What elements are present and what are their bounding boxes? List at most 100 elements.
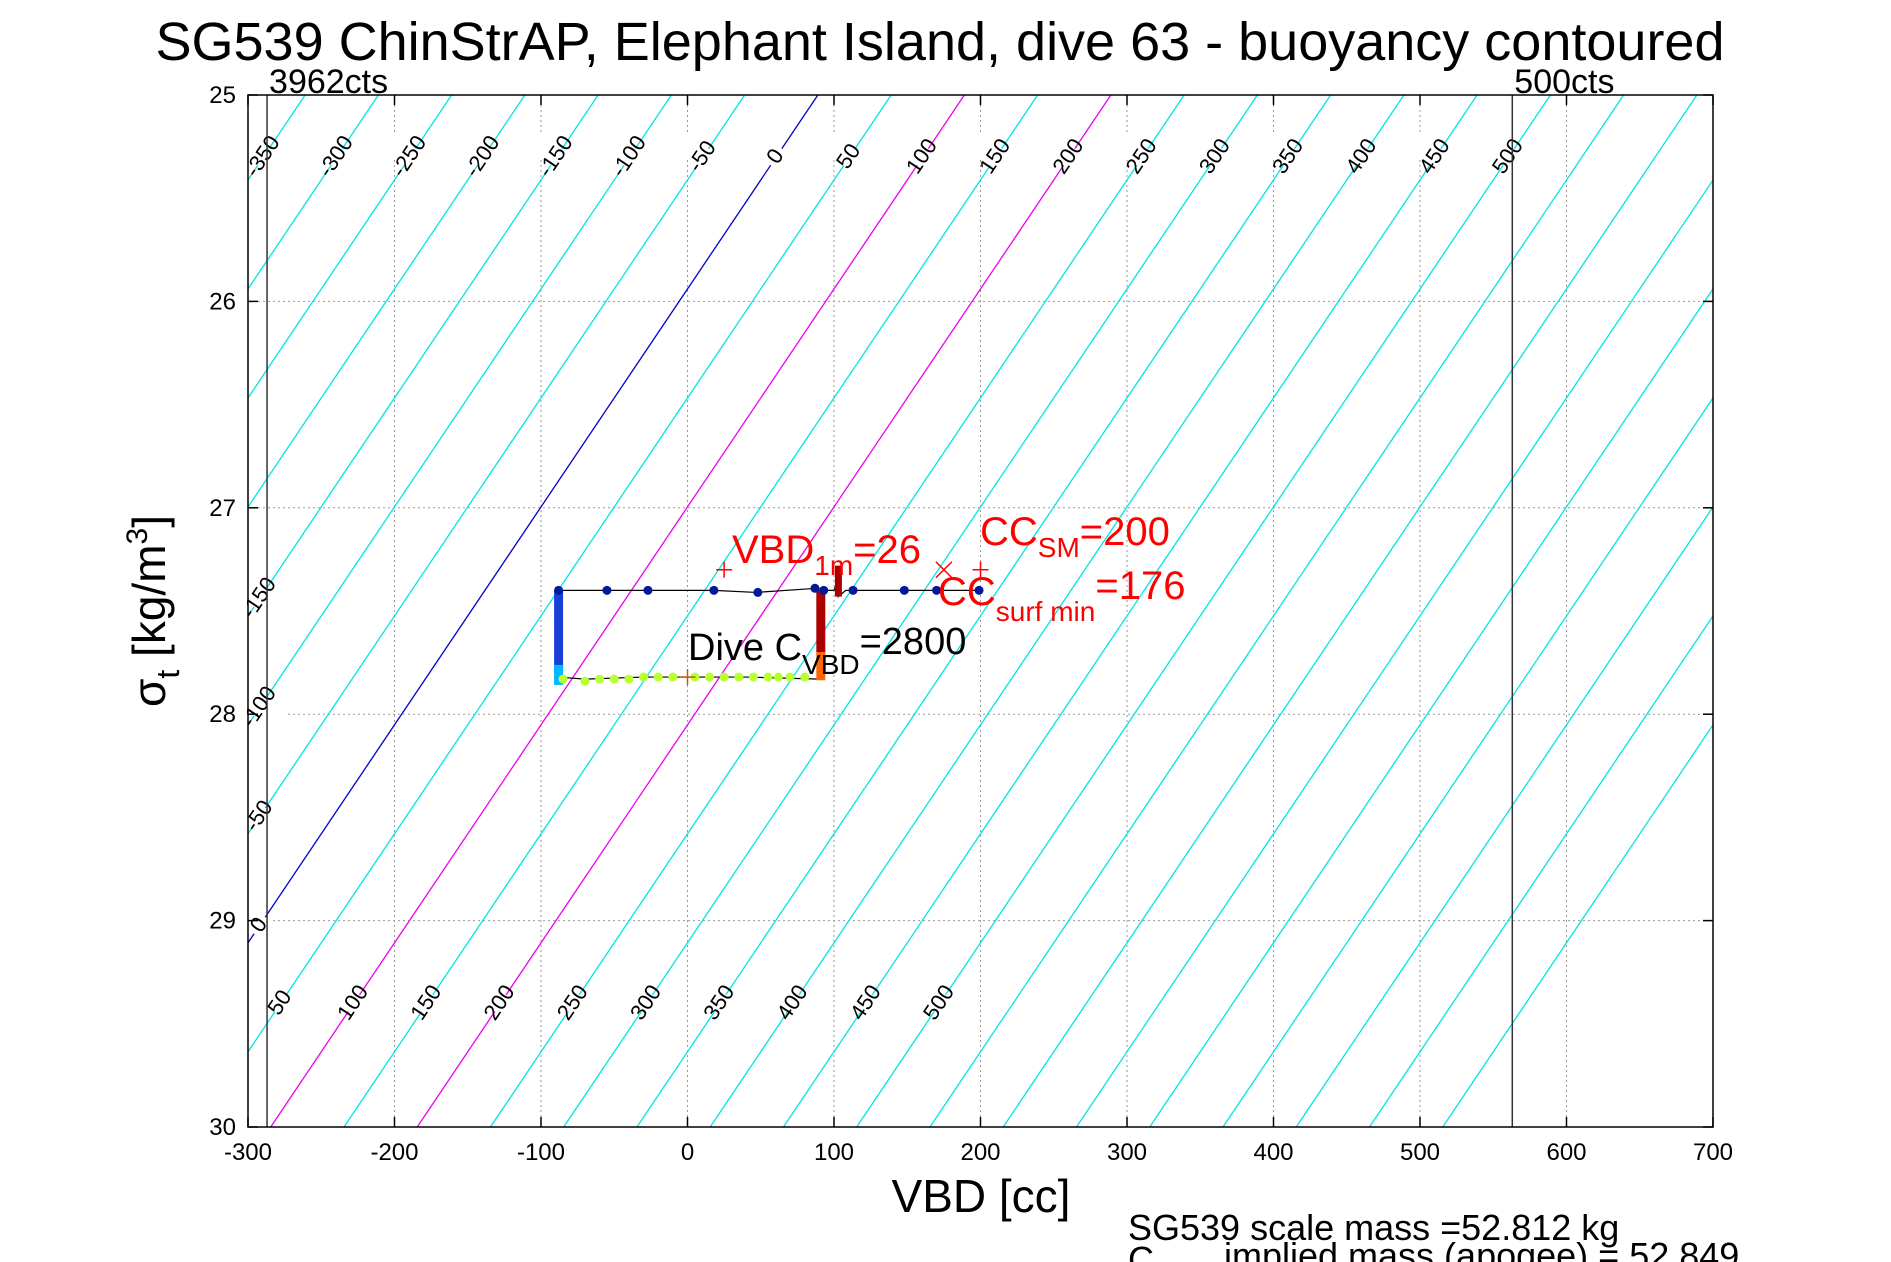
annotation-vbd1m-rest: =26	[853, 528, 921, 572]
profile-point-1	[602, 585, 612, 595]
contour-750	[1222, 396, 1713, 1127]
contour--150	[248, 95, 599, 618]
x-tick-label--300: -300	[224, 1139, 272, 1166]
contour-label-bottom--50-bg	[232, 793, 287, 840]
contour--100	[248, 95, 672, 727]
x-tick-label-200: 200	[960, 1139, 1000, 1166]
x-tick-label--200: -200	[370, 1139, 418, 1166]
contour-label-top-350-bg	[1261, 134, 1317, 180]
contour-850	[1368, 614, 1713, 1127]
profile-point-8	[899, 585, 909, 595]
annotation-ccsurf-base: CC	[938, 570, 996, 614]
contour--250	[248, 95, 453, 400]
y-label-unit-sup: 3	[121, 528, 154, 545]
contour-label-bottom-150-bg	[400, 980, 455, 1026]
profile-green-point-15	[785, 672, 795, 682]
footer-implied-mass: implied mass (apogee) = 52.849	[1224, 1235, 1739, 1262]
x-tick-label-300: 300	[1107, 1139, 1147, 1166]
y-axis-label: σt [kg/m3]	[121, 515, 186, 707]
contour-label-top--200-bg	[456, 134, 511, 180]
profile-point-3	[709, 585, 719, 595]
x-tick-label-700: 700	[1693, 1139, 1733, 1166]
profile-green-point-10	[719, 672, 729, 682]
profile-point-5	[810, 583, 820, 593]
annotation-vbd1m: VBD1m=26	[732, 528, 921, 581]
contour-200	[416, 95, 1112, 1127]
contour-400	[709, 95, 1405, 1127]
contour-100	[270, 95, 965, 1127]
contour-label-top-200-bg	[1042, 134, 1097, 180]
profile-point-9	[932, 585, 942, 595]
y-tick-label-28: 28	[209, 701, 236, 728]
contour--200	[248, 95, 526, 509]
annotation-ccsm: CCSM=200	[980, 510, 1170, 563]
buoyancy-contours	[0, 95, 1713, 1127]
profile-green-point-0	[558, 674, 568, 684]
profile-green-point-6	[653, 672, 663, 682]
x-tick-label-400: 400	[1253, 1139, 1293, 1166]
contour-label-top--150-bg	[529, 134, 584, 180]
x-axis-label: VBD [cc]	[892, 1170, 1071, 1222]
contour-label-bottom-400-bg	[766, 980, 821, 1026]
contour-label-bottom-250-bg	[546, 980, 601, 1026]
annotation-vbd1m-sub: 1m	[814, 550, 853, 581]
annotation-ccsm-rest: =200	[1080, 510, 1170, 554]
contour-650	[1075, 178, 1713, 1127]
contour-label-top--350-bg	[236, 134, 291, 180]
annotations: VBD1m=26 CCSM=200 CCsurf min=176 Dive CV…	[688, 510, 1185, 680]
contour-label-top-500-bg	[1481, 134, 1536, 180]
contour-550	[929, 95, 1625, 1127]
y-label-unit-post: ]	[123, 515, 175, 528]
profile-point-0	[554, 585, 564, 595]
y-tick-label-30: 30	[209, 1114, 236, 1141]
contour-label-bottom--150-bg	[232, 575, 287, 622]
reference-markers	[679, 561, 989, 686]
contour-label-top-0-bg	[749, 134, 804, 180]
y-tick-label-27: 27	[209, 495, 236, 522]
profile-point-6	[819, 585, 829, 595]
chart-title: SG539 ChinStrAP, Elephant Island, dive 6…	[155, 12, 1724, 72]
profile-green-point-12	[748, 672, 758, 682]
dive-profile	[554, 565, 984, 686]
annotation-divec-base: Dive C	[688, 627, 802, 669]
contour-label-bottom-300-bg	[619, 980, 675, 1026]
profile-top-path	[555, 569, 981, 598]
contour--50	[248, 95, 746, 836]
contour-label-top--300-bg	[309, 134, 364, 180]
contour-50	[248, 95, 892, 1053]
y-label-unit-pre: [kg/m	[123, 544, 175, 669]
contour-label-bottom-450-bg	[839, 980, 894, 1026]
profile-green-point-11	[734, 672, 744, 682]
contour-600	[1002, 95, 1698, 1127]
contour--500	[0, 95, 85, 1127]
contour-label-bottom-100-bg	[326, 980, 382, 1026]
footer-text: SG539 scale mass =52.812 kg C implied ma…	[1128, 1207, 1739, 1262]
annotation-divec-rest: =2800	[860, 621, 967, 663]
contour--550	[0, 95, 12, 1127]
profile-green-point-13	[763, 672, 773, 682]
contour-label-bottom--100-bg	[232, 684, 287, 731]
x-tick-label-600: 600	[1546, 1139, 1586, 1166]
contour--400	[0, 95, 232, 1127]
contour-label-top--50-bg	[675, 134, 731, 180]
profile-green-point-16	[800, 672, 810, 682]
contour-label-bottom-500-bg	[912, 980, 968, 1026]
contour-label-top-300-bg	[1188, 134, 1243, 180]
contour-0	[248, 95, 819, 944]
profile-green-point-3	[609, 674, 619, 684]
annotation-ccsurf-sub: surf min	[996, 596, 1096, 627]
profile-point-2	[643, 585, 653, 595]
contour-label-bottom-0-bg	[232, 902, 287, 949]
x-tick-label-0: 0	[681, 1139, 694, 1166]
contour--300	[248, 95, 379, 291]
profile-green-point-5	[639, 672, 649, 682]
contour-label-top-400-bg	[1335, 134, 1390, 180]
x-tick-label-100: 100	[814, 1139, 854, 1166]
footer-c-symbol: C	[1128, 1239, 1154, 1262]
x-tick-label--100: -100	[517, 1139, 565, 1166]
y-axis-ticks: 25 26 27 28 29 30	[209, 82, 1713, 1141]
annotation-ccsm-sub: SM	[1038, 532, 1080, 563]
contour-250	[489, 95, 1185, 1127]
contour-label-top-100-bg	[895, 134, 950, 180]
contour-label-top-250-bg	[1115, 134, 1170, 180]
